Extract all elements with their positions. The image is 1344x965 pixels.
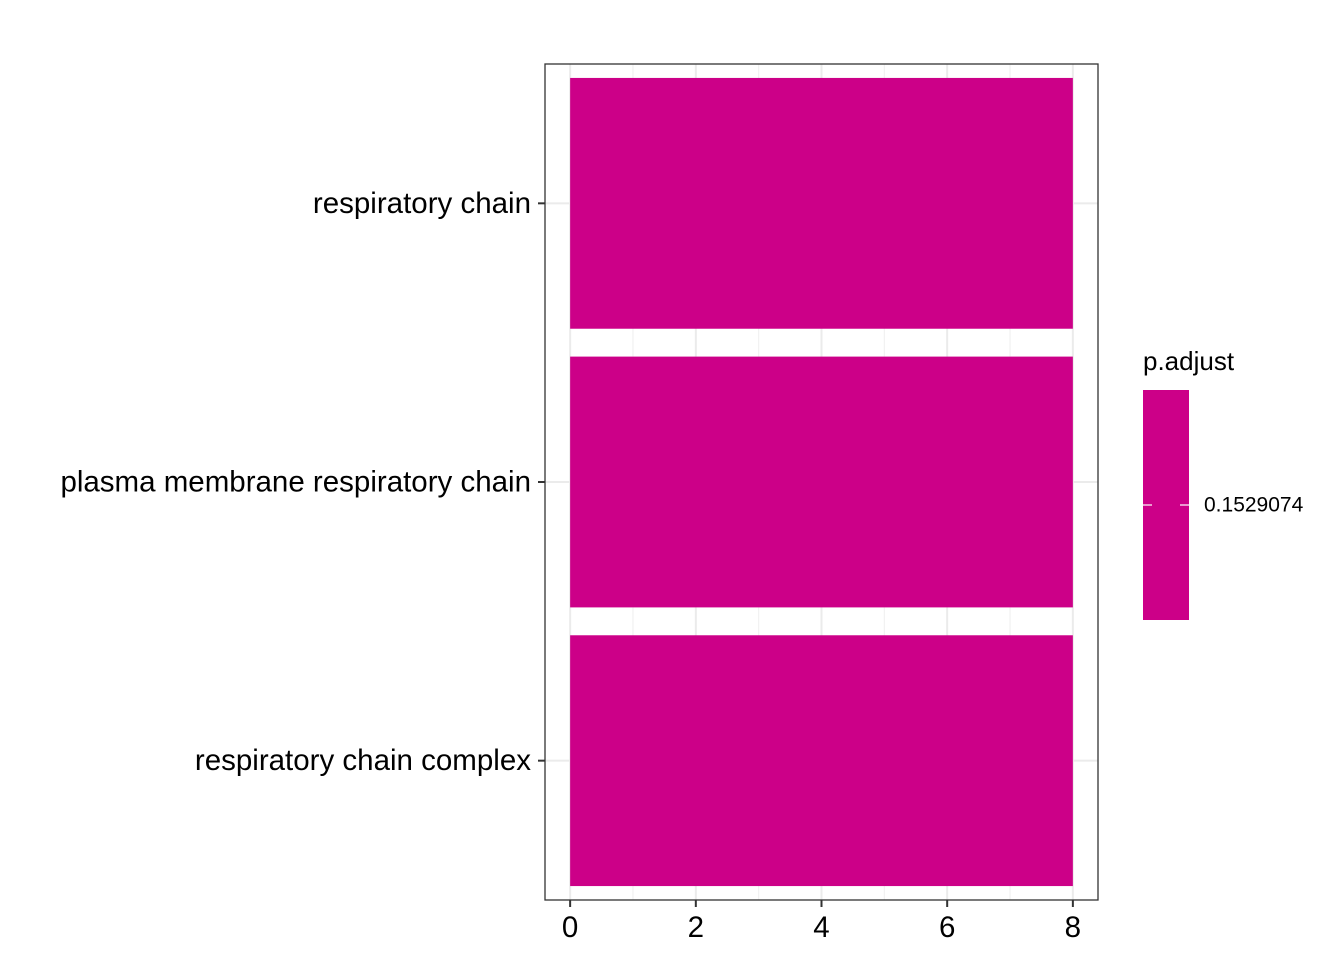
bar	[570, 635, 1073, 887]
x-tick-label: 2	[688, 911, 704, 944]
bar	[570, 77, 1073, 329]
y-tick-label: respiratory chain	[313, 187, 531, 220]
x-tick-label: 0	[562, 911, 578, 944]
bar	[570, 356, 1073, 608]
bars	[570, 77, 1073, 887]
y-tick-label: respiratory chain complex	[195, 744, 531, 777]
x-tick-label: 8	[1065, 911, 1081, 944]
legend-label: 0.1529074	[1204, 494, 1304, 517]
x-tick-label: 6	[939, 911, 955, 944]
legend: p.adjust 0.1529074	[1143, 346, 1304, 620]
x-tick-label: 4	[813, 911, 829, 944]
axes: respiratory chain plasma membrane respira…	[60, 187, 1081, 944]
legend-title: p.adjust	[1143, 346, 1235, 376]
y-tick-label: plasma membrane respiratory chain	[60, 466, 531, 499]
